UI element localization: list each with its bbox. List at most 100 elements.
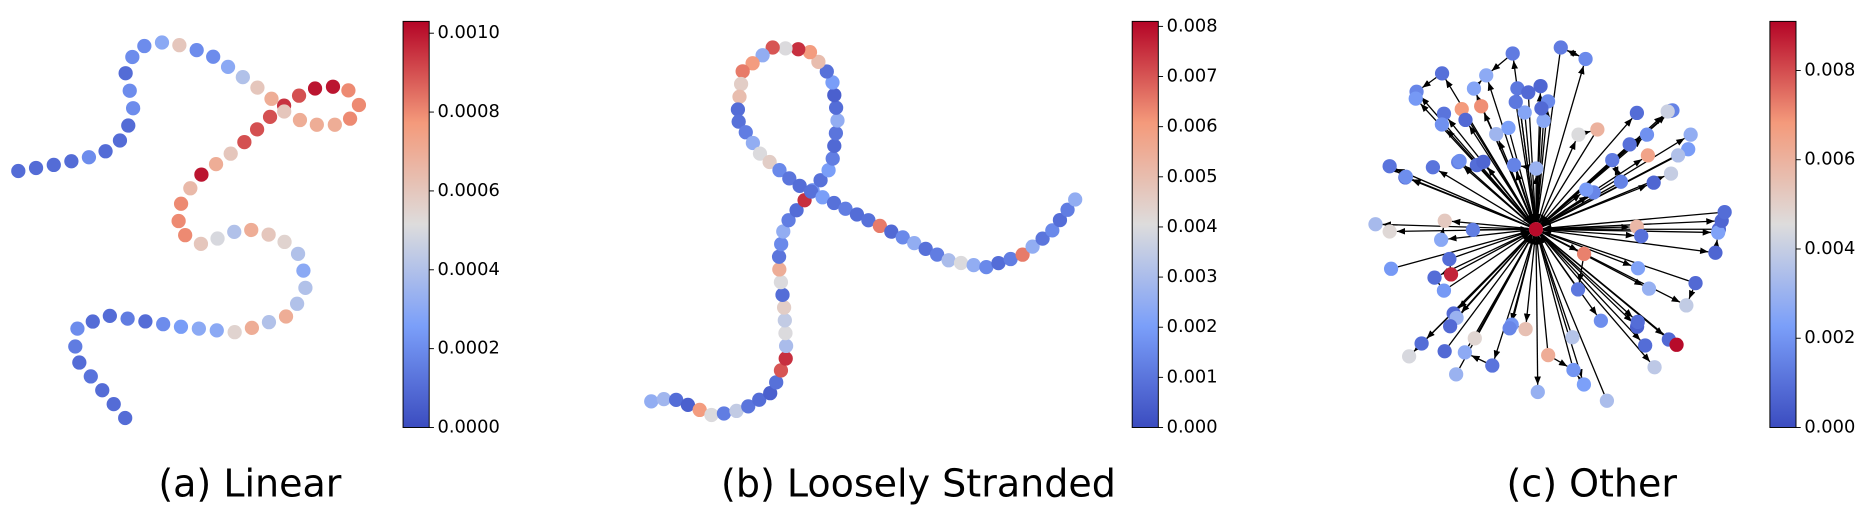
node bbox=[210, 231, 225, 246]
node bbox=[1534, 101, 1549, 116]
node bbox=[752, 146, 768, 161]
node bbox=[1570, 282, 1586, 297]
edge bbox=[1541, 233, 1672, 341]
node bbox=[827, 138, 842, 154]
node bbox=[1638, 338, 1653, 353]
node bbox=[1613, 174, 1629, 189]
edge bbox=[1396, 227, 1529, 235]
node bbox=[1465, 222, 1481, 238]
node bbox=[122, 83, 137, 98]
node bbox=[250, 80, 265, 95]
edge bbox=[1476, 94, 1483, 105]
node bbox=[290, 246, 306, 261]
node bbox=[825, 75, 840, 90]
node bbox=[731, 114, 746, 129]
node bbox=[1670, 148, 1686, 163]
colorbar-tick-label: 0.008 bbox=[1804, 59, 1855, 80]
edge bbox=[1534, 236, 1541, 385]
edge bbox=[1432, 276, 1441, 286]
edge bbox=[1534, 54, 1561, 223]
colorbar-tick-label: 0.0010 bbox=[438, 22, 500, 43]
node bbox=[171, 213, 186, 229]
node bbox=[1640, 148, 1656, 163]
node bbox=[730, 102, 746, 117]
node bbox=[825, 151, 840, 166]
node bbox=[918, 241, 933, 256]
node bbox=[773, 274, 789, 290]
node bbox=[327, 117, 342, 132]
node bbox=[1437, 344, 1452, 359]
node bbox=[244, 222, 259, 238]
colorbar bbox=[1769, 20, 1797, 428]
edges bbox=[656, 44, 1079, 419]
node bbox=[1622, 137, 1637, 152]
node bbox=[1479, 68, 1494, 83]
node bbox=[46, 157, 61, 173]
edge bbox=[1712, 239, 1720, 249]
node bbox=[70, 321, 85, 336]
node bbox=[72, 355, 87, 370]
node bbox=[821, 163, 836, 178]
panel-title: (c) Other bbox=[1506, 461, 1677, 505]
edge bbox=[1541, 137, 1685, 227]
node bbox=[325, 79, 341, 94]
node bbox=[738, 125, 753, 140]
node bbox=[966, 257, 981, 273]
node bbox=[762, 154, 777, 170]
edge bbox=[1510, 235, 1535, 322]
edge bbox=[1455, 230, 1530, 258]
node bbox=[227, 325, 242, 340]
colorbar bbox=[1131, 20, 1159, 428]
node bbox=[156, 317, 171, 332]
node bbox=[735, 64, 750, 79]
edge bbox=[1553, 358, 1568, 367]
edge bbox=[1473, 80, 1482, 89]
node bbox=[1015, 247, 1030, 262]
node bbox=[191, 321, 206, 336]
edge bbox=[1542, 230, 1690, 282]
node bbox=[692, 402, 707, 418]
node bbox=[1553, 40, 1568, 55]
edge bbox=[1523, 236, 1536, 323]
node bbox=[745, 135, 761, 151]
node bbox=[112, 133, 128, 148]
edge bbox=[1614, 166, 1622, 176]
node bbox=[1449, 367, 1464, 382]
edge bbox=[1390, 165, 1400, 174]
node bbox=[298, 280, 313, 295]
node bbox=[778, 338, 794, 354]
node bbox=[244, 320, 260, 335]
node bbox=[1660, 104, 1675, 119]
node bbox=[1003, 251, 1018, 267]
node bbox=[1530, 384, 1545, 400]
edge bbox=[1688, 289, 1696, 300]
node bbox=[172, 38, 187, 53]
edge bbox=[1421, 76, 1437, 89]
node bbox=[106, 397, 121, 412]
node bbox=[120, 311, 135, 326]
node bbox=[137, 38, 152, 54]
node bbox=[194, 167, 209, 182]
edge bbox=[1541, 184, 1616, 227]
node bbox=[125, 49, 140, 65]
node bbox=[669, 392, 684, 407]
edge bbox=[1471, 354, 1487, 364]
node bbox=[81, 150, 97, 165]
node bbox=[1502, 321, 1517, 336]
node bbox=[930, 247, 945, 262]
node bbox=[1060, 202, 1075, 217]
edge bbox=[1457, 231, 1530, 272]
node bbox=[95, 383, 110, 398]
edge bbox=[1540, 234, 1651, 363]
node bbox=[704, 407, 719, 423]
node bbox=[125, 101, 141, 116]
edge bbox=[1538, 140, 1577, 223]
node bbox=[774, 236, 789, 252]
node bbox=[895, 230, 910, 245]
node bbox=[227, 224, 242, 239]
node bbox=[277, 234, 292, 250]
node bbox=[1688, 275, 1703, 291]
node bbox=[953, 255, 969, 271]
node bbox=[941, 253, 956, 268]
